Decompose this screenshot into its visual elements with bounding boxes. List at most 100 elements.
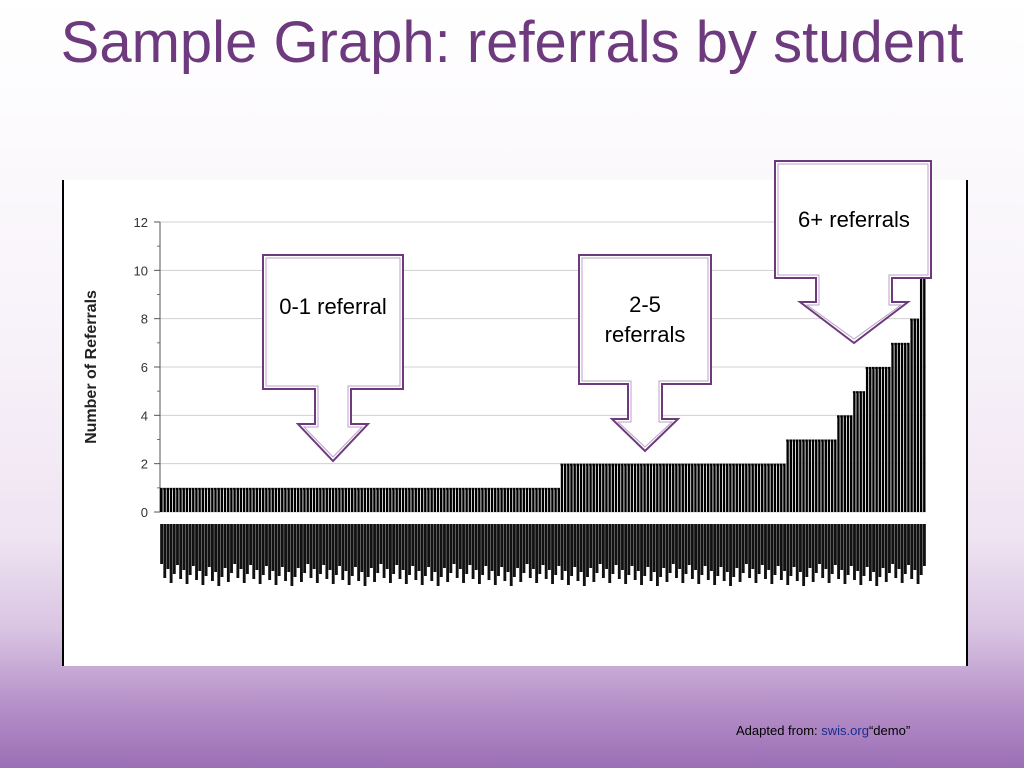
bar: [595, 463, 599, 512]
bar: [725, 463, 729, 512]
bar: [484, 487, 487, 512]
bar: [674, 463, 678, 512]
bar: [188, 487, 192, 512]
bar: [328, 487, 332, 512]
bar: [242, 487, 246, 512]
bar: [436, 487, 440, 512]
bar: [372, 487, 376, 512]
bar: [194, 487, 198, 512]
bar: [875, 367, 878, 512]
bar: [350, 487, 354, 512]
bar: [481, 487, 484, 512]
bar: [773, 463, 777, 512]
bar: [490, 487, 494, 512]
x-tick-labels: [160, 524, 926, 586]
bar: [357, 487, 360, 512]
bar: [277, 487, 281, 512]
y-tick-label: 12: [134, 215, 148, 230]
bar: [814, 439, 818, 512]
down-arrow-callout-shape: [578, 254, 712, 453]
bar: [795, 439, 799, 512]
bar: [713, 463, 716, 512]
bar: [821, 439, 824, 512]
bar: [802, 439, 805, 512]
bar: [166, 487, 170, 512]
bar: [420, 487, 424, 512]
bar: [360, 487, 363, 512]
down-arrow-callout-shape: [262, 254, 404, 463]
bar: [344, 487, 348, 512]
bar: [544, 487, 548, 512]
bar: [620, 463, 624, 512]
bar: [655, 463, 659, 512]
bar: [322, 487, 325, 512]
bar: [627, 463, 630, 512]
bar: [458, 487, 462, 512]
bar: [512, 487, 516, 512]
bar: [347, 487, 351, 512]
bar: [274, 487, 278, 512]
bar: [668, 463, 672, 512]
bar: [573, 463, 576, 512]
bar: [700, 463, 704, 512]
bar: [500, 487, 503, 512]
bar: [754, 463, 758, 512]
bar: [833, 439, 837, 512]
bar: [426, 487, 430, 512]
callout-label: 2-5 referrals: [604, 292, 686, 347]
bar: [881, 367, 885, 512]
bar: [334, 487, 338, 512]
bar: [805, 439, 808, 512]
bar: [817, 439, 821, 512]
bar: [385, 487, 389, 512]
bar: [522, 487, 526, 512]
bar: [566, 463, 570, 512]
bar: [894, 342, 897, 512]
bar: [646, 463, 649, 512]
bar: [318, 487, 322, 512]
bar: [433, 487, 437, 512]
bar: [283, 487, 287, 512]
bar: [245, 487, 249, 512]
bar: [846, 415, 850, 512]
bar: [388, 487, 392, 512]
bar: [160, 487, 163, 512]
bar: [471, 487, 475, 512]
bar: [210, 487, 214, 512]
bar: [738, 463, 742, 512]
bar: [493, 487, 497, 512]
bar: [442, 487, 446, 512]
bar: [789, 439, 793, 512]
bar: [859, 391, 862, 512]
source-suffix: “demo”: [868, 723, 911, 738]
bar: [252, 487, 255, 512]
bar: [636, 463, 640, 512]
bar: [255, 487, 259, 512]
source-link[interactable]: swis.org: [821, 723, 869, 738]
bar: [506, 487, 510, 512]
bar: [693, 463, 697, 512]
bar: [541, 487, 545, 512]
bar: [455, 487, 459, 512]
bar: [477, 487, 481, 512]
bars: [160, 246, 926, 513]
bar: [439, 487, 443, 512]
bar: [395, 487, 398, 512]
bar: [592, 463, 595, 512]
bar: [643, 463, 646, 512]
bar: [414, 487, 417, 512]
bar: [662, 463, 665, 512]
bar: [919, 246, 923, 513]
bar: [280, 487, 284, 512]
bar: [550, 487, 554, 512]
y-tick-label: 0: [141, 505, 148, 520]
bar: [792, 439, 796, 512]
callout-label: 0-1 referral: [279, 294, 387, 319]
bar: [198, 487, 201, 512]
bar: [684, 463, 688, 512]
bar: [770, 463, 773, 512]
bar: [547, 487, 551, 512]
bar: [763, 463, 767, 512]
bar: [249, 487, 252, 512]
bar: [741, 463, 745, 512]
